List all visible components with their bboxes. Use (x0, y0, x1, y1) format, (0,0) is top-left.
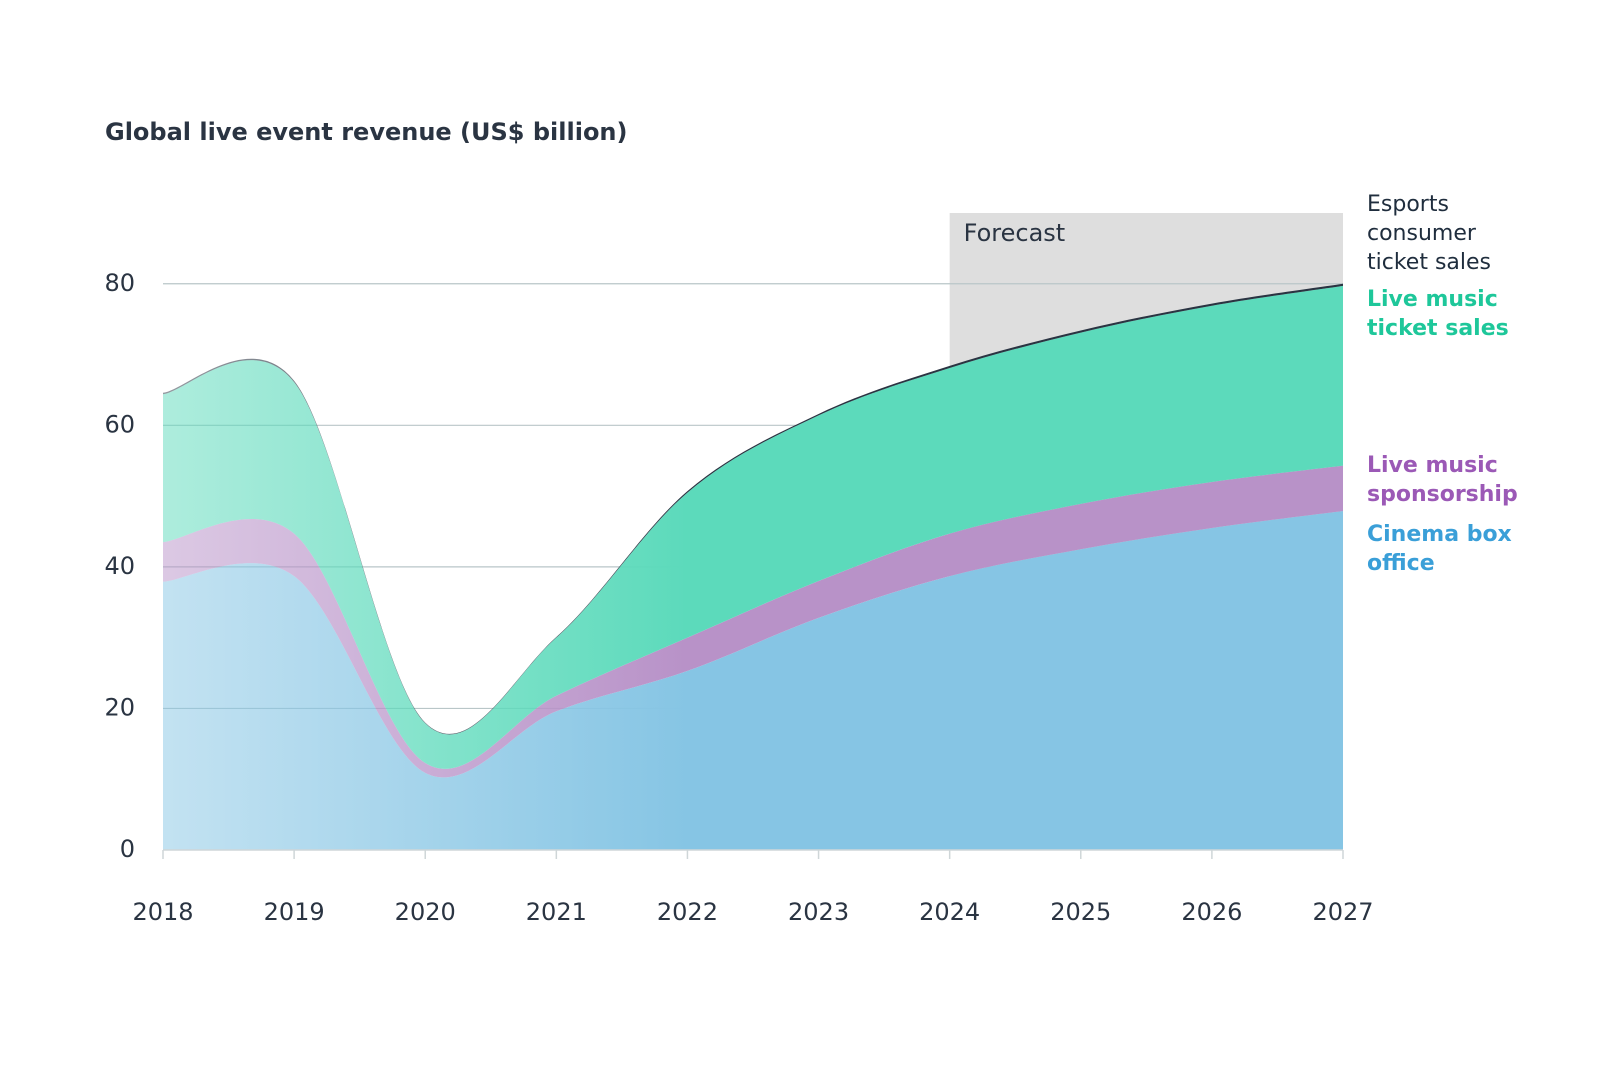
x-tick-label: 2024 (919, 898, 980, 926)
legend-entry: Live music ticket sales (1367, 287, 1509, 341)
area (163, 465, 1343, 778)
x-tick-label: 2021 (526, 898, 587, 926)
legend-entry: Esports consumer ticket sales (1367, 192, 1491, 275)
x-tick-label: 2025 (1050, 898, 1111, 926)
legend-entry: Live music sponsorship (1367, 453, 1518, 507)
y-tick-label: 20 (104, 693, 135, 721)
y-tick-label: 80 (104, 269, 135, 297)
x-tick-label: 2026 (1181, 898, 1242, 926)
y-tick-label: 0 (120, 835, 135, 863)
x-tick-label: 2018 (132, 898, 193, 926)
chart-title: Global live event revenue (US$ billion) (105, 118, 627, 146)
x-tick-label: 2019 (264, 898, 325, 926)
forecast-label: Forecast (964, 219, 1066, 247)
legend-entry: Cinema box office (1367, 522, 1512, 576)
y-tick-label: 40 (104, 552, 135, 580)
x-tick-label: 2027 (1312, 898, 1373, 926)
y-tick-label: 60 (104, 410, 135, 438)
area (163, 510, 1343, 850)
area (163, 285, 1343, 769)
x-tick-label: 2022 (657, 898, 718, 926)
x-tick-label: 2023 (788, 898, 849, 926)
x-tick-label: 2020 (395, 898, 456, 926)
